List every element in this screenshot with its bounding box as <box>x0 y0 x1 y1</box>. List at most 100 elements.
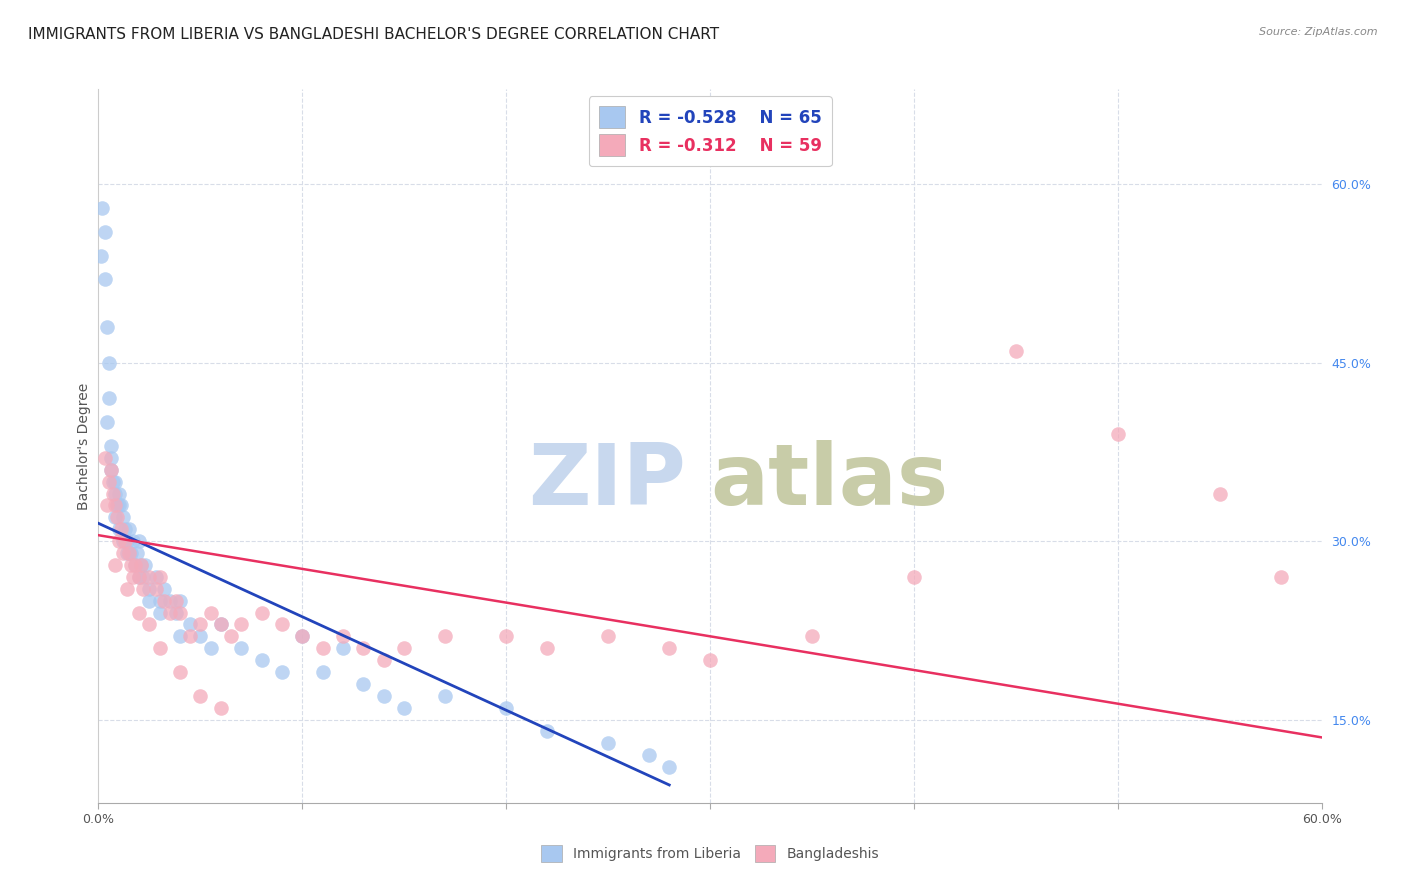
Point <box>188 617 212 632</box>
Point <box>97 356 120 370</box>
Point <box>699 653 721 667</box>
Point <box>118 546 141 560</box>
Point <box>111 546 134 560</box>
Point <box>100 463 122 477</box>
Point <box>312 665 335 679</box>
Point <box>104 558 127 572</box>
Point <box>100 463 122 477</box>
Point <box>145 582 167 596</box>
Point <box>149 606 172 620</box>
Point <box>120 558 142 572</box>
Point <box>118 546 141 560</box>
Point <box>120 546 142 560</box>
Point <box>179 629 201 643</box>
Point <box>91 201 114 215</box>
Point <box>638 748 661 763</box>
Point <box>138 582 160 596</box>
Point <box>115 546 138 560</box>
Point <box>291 629 314 643</box>
Point <box>105 510 128 524</box>
Point <box>169 593 191 607</box>
Y-axis label: Bachelor's Degree: Bachelor's Degree <box>77 383 91 509</box>
Point <box>392 641 416 656</box>
Point <box>105 499 128 513</box>
Point <box>1004 343 1026 358</box>
Point <box>114 522 136 536</box>
Point <box>536 641 558 656</box>
Point <box>332 641 354 656</box>
Point <box>658 641 681 656</box>
Point <box>149 593 172 607</box>
Point <box>110 522 132 536</box>
Point <box>373 689 395 703</box>
Text: ZIP: ZIP <box>527 440 686 524</box>
Point <box>250 606 273 620</box>
Point <box>1208 486 1232 500</box>
Point <box>179 617 201 632</box>
Point <box>495 700 517 714</box>
Point <box>209 617 232 632</box>
Point <box>101 486 124 500</box>
Point <box>169 629 191 643</box>
Point <box>96 415 118 429</box>
Point <box>219 629 242 643</box>
Point <box>101 475 124 489</box>
Point <box>352 677 374 691</box>
Point <box>111 510 134 524</box>
Point <box>188 629 212 643</box>
Point <box>312 641 335 656</box>
Point <box>165 593 187 607</box>
Point <box>93 450 115 465</box>
Point <box>110 499 132 513</box>
Point <box>129 558 152 572</box>
Point <box>145 570 167 584</box>
Point <box>596 736 619 750</box>
Point <box>332 629 354 643</box>
Point <box>138 593 160 607</box>
Point <box>108 499 131 513</box>
Point <box>132 582 155 596</box>
Point <box>250 653 273 667</box>
Point <box>100 439 122 453</box>
Point <box>209 700 232 714</box>
Text: IMMIGRANTS FROM LIBERIA VS BANGLADESHI BACHELOR'S DEGREE CORRELATION CHART: IMMIGRANTS FROM LIBERIA VS BANGLADESHI B… <box>28 27 720 42</box>
Point <box>159 606 181 620</box>
Point <box>209 617 232 632</box>
Point <box>373 653 395 667</box>
Point <box>128 534 150 549</box>
Point <box>231 617 253 632</box>
Point <box>115 582 138 596</box>
Text: Source: ZipAtlas.com: Source: ZipAtlas.com <box>1260 27 1378 37</box>
Point <box>108 522 131 536</box>
Point <box>114 534 136 549</box>
Point <box>1270 570 1292 584</box>
Point <box>134 558 156 572</box>
Point <box>93 272 115 286</box>
Point <box>149 570 172 584</box>
Point <box>169 665 191 679</box>
Point <box>433 629 456 643</box>
Point <box>104 510 127 524</box>
Point <box>127 546 149 560</box>
Point <box>128 570 150 584</box>
Point <box>115 534 138 549</box>
Point <box>200 641 222 656</box>
Point <box>93 225 115 239</box>
Point <box>132 570 155 584</box>
Point <box>122 570 145 584</box>
Point <box>152 593 174 607</box>
Point <box>903 570 925 584</box>
Point <box>231 641 253 656</box>
Point <box>97 392 120 406</box>
Point <box>96 499 118 513</box>
Point <box>104 475 127 489</box>
Point <box>118 522 141 536</box>
Text: atlas: atlas <box>710 440 948 524</box>
Point <box>100 450 122 465</box>
Point <box>270 617 294 632</box>
Legend: Immigrants from Liberia, Bangladeshis: Immigrants from Liberia, Bangladeshis <box>536 839 884 867</box>
Point <box>270 665 294 679</box>
Point <box>128 606 150 620</box>
Point <box>392 700 416 714</box>
Point <box>188 689 212 703</box>
